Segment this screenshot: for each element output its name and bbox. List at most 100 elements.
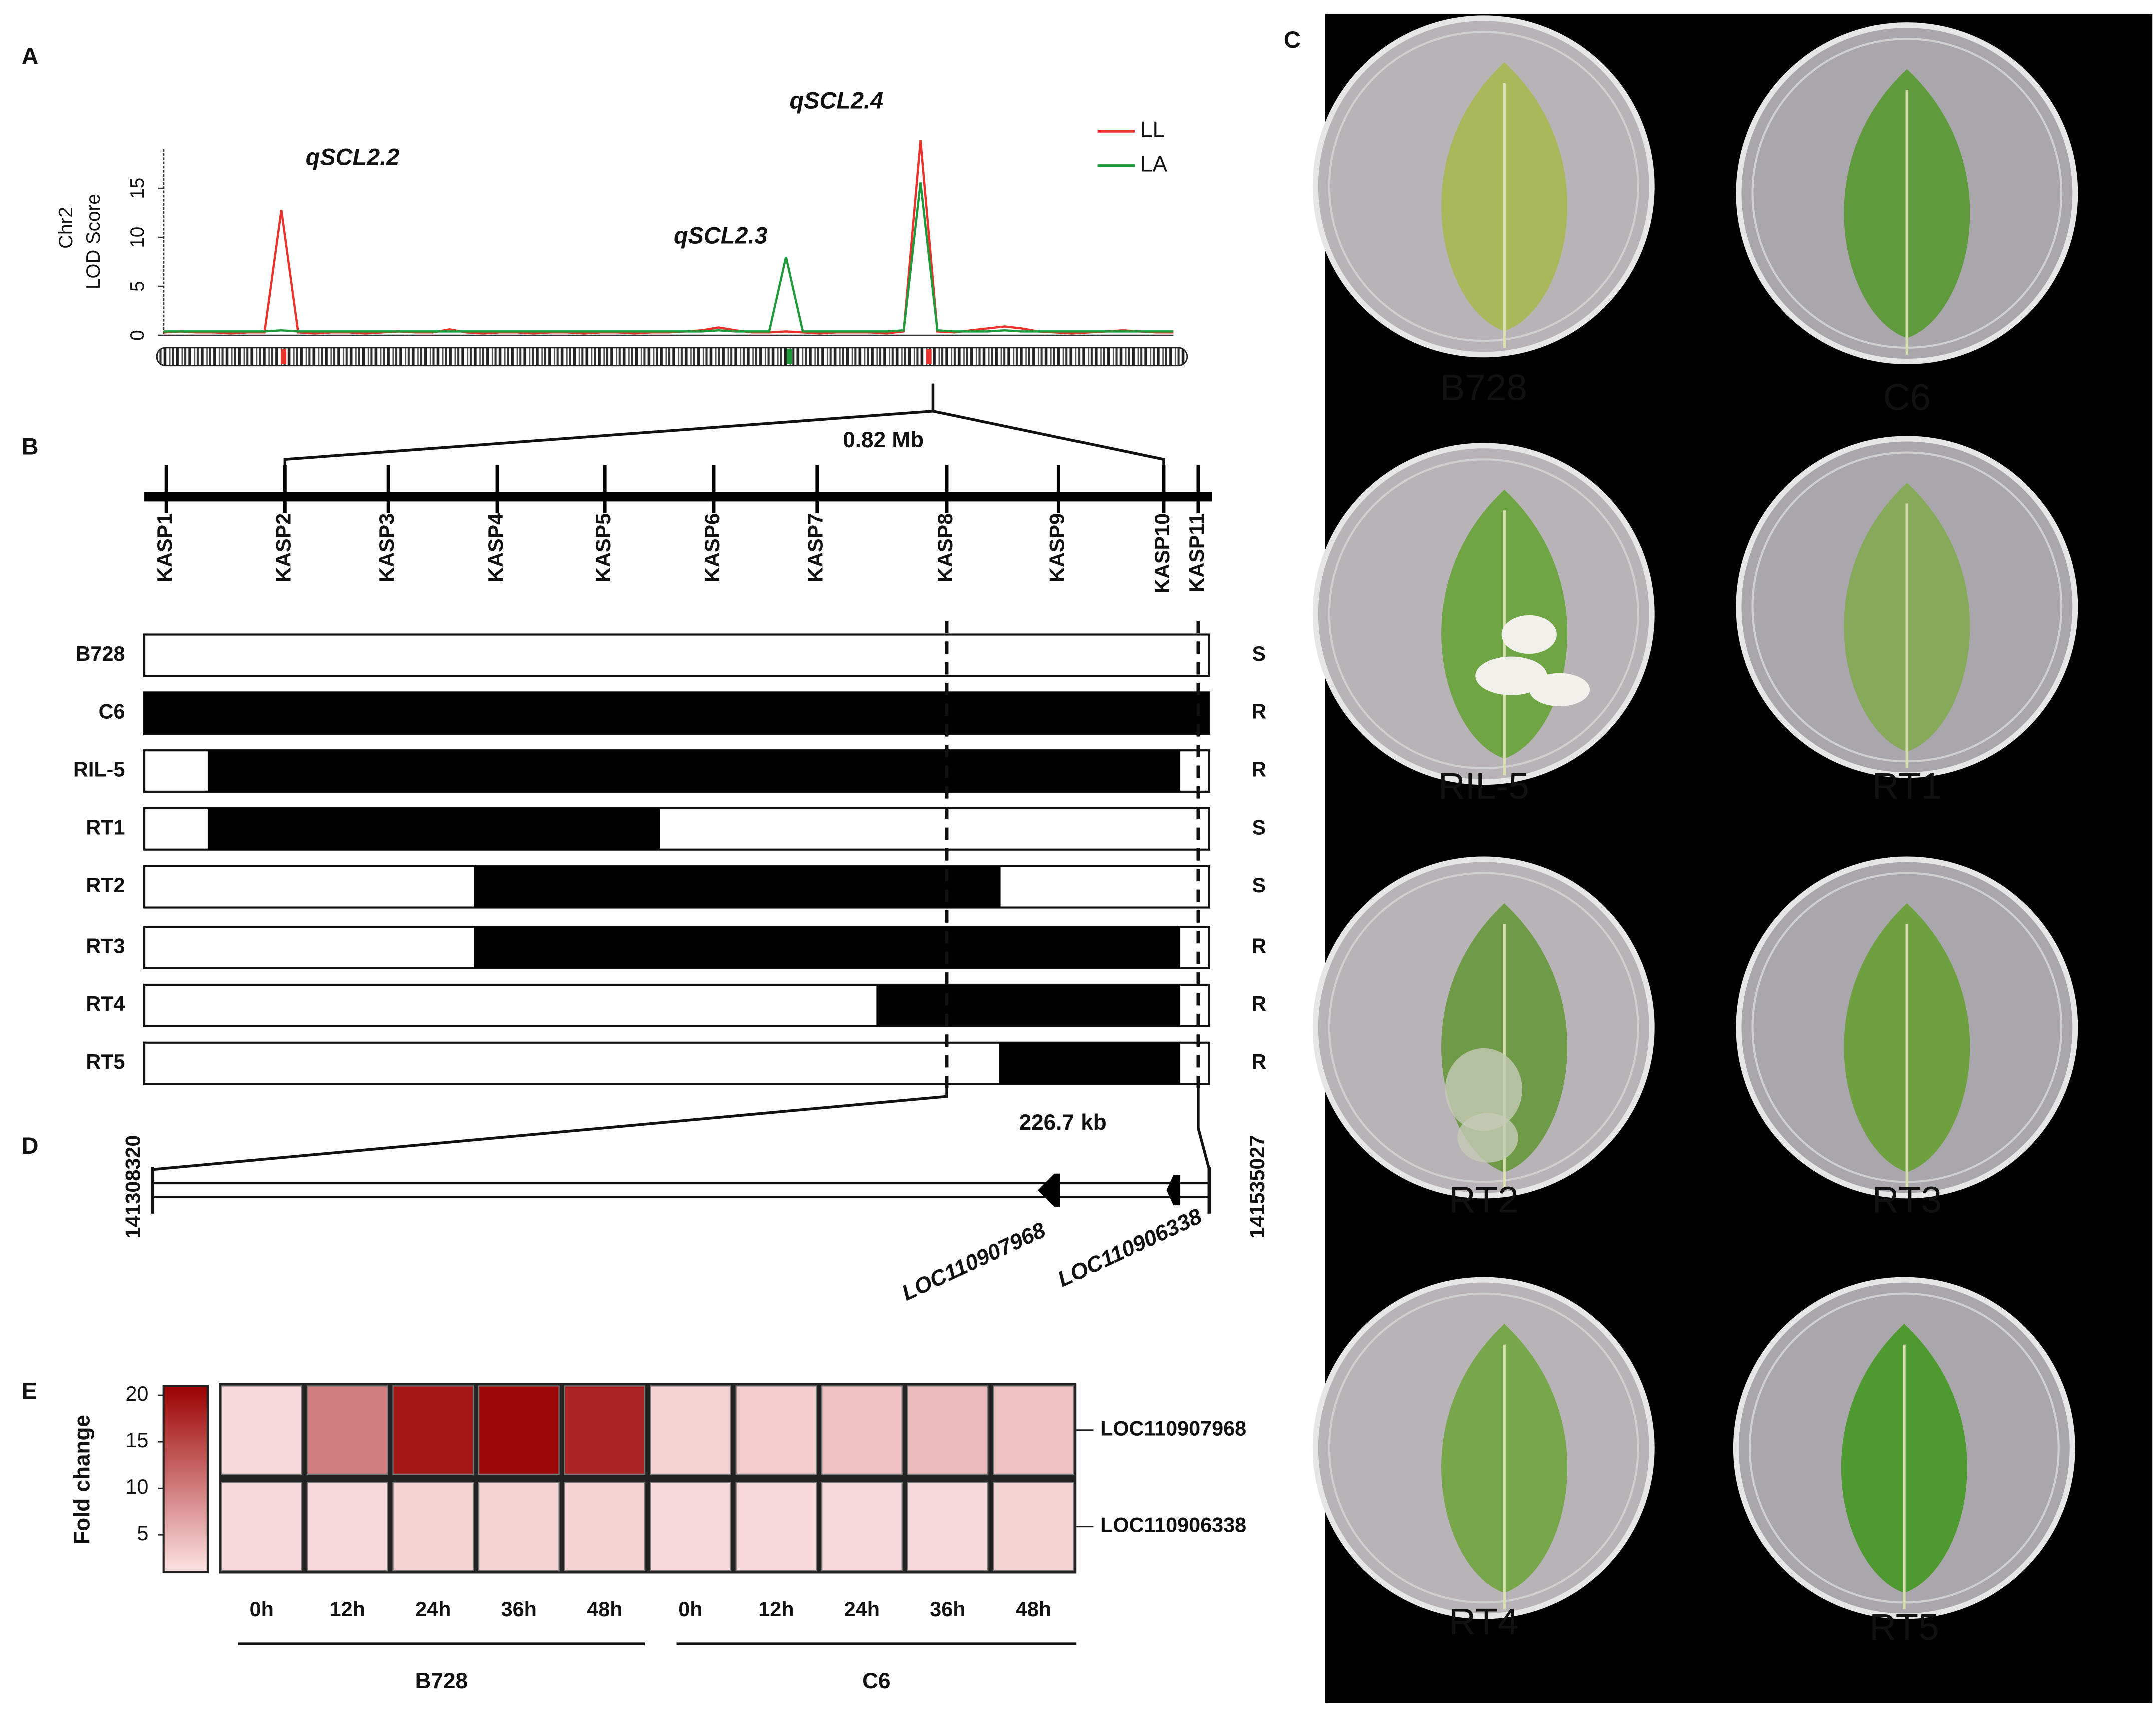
line-label: C6 [99,700,125,723]
colorbar-title: Fold change [70,1415,94,1545]
heatmap-cell [650,1385,731,1475]
group-label: C6 [862,1669,890,1693]
phenotype-label: R [1251,1050,1266,1073]
peak-label: qSCL2.4 [790,87,884,113]
marker-label: KASP7 [804,513,827,582]
petri-rim [1328,31,1639,342]
phenotype-label: R [1251,992,1266,1015]
lesion [1445,1048,1522,1131]
photo-label: B728 [1440,367,1527,408]
heatmap-cell [564,1482,646,1572]
genotype-block [474,927,1181,968]
panel-label: C [1284,27,1301,53]
heatmap-cell [221,1385,303,1475]
heatmap-cell [735,1385,817,1475]
locus-marker [926,349,932,365]
y-tick-label: 5 [127,281,148,291]
y-axis-label: LOD Score [83,194,104,289]
region-end-label: 141535027 [1246,1135,1269,1239]
petri-rim [1328,458,1639,770]
genotype-block [207,750,1181,792]
heatmap-cell [907,1482,989,1572]
marker-label: KASP6 [701,513,724,582]
line-label: RT2 [86,874,125,897]
genotype-block [144,692,1209,734]
photo-label: RT2 [1449,1179,1518,1220]
heatmap-cell [907,1385,989,1475]
row-label: LOC110907968 [1100,1417,1246,1440]
phenotype-label: R [1251,934,1266,957]
panel-label: D [22,1133,39,1159]
genotype-block [207,808,660,850]
chromosome [156,347,1188,367]
heatmap-cell [650,1482,731,1572]
photo-label: RT5 [1869,1606,1939,1648]
heatmap-cell [735,1482,817,1572]
petri-rim [1328,1292,1639,1604]
legend-label: LL [1140,118,1165,142]
phenotype-label: R [1251,700,1266,723]
marker-label: KASP9 [1045,513,1068,582]
heatmap-cell [821,1385,903,1475]
photo-label: C6 [1883,376,1931,418]
lesion [1457,1113,1518,1163]
region-zoom [1197,1082,1211,1170]
panel-label: B [22,434,39,460]
genotype-bar [143,633,1211,677]
line-label: RT4 [86,992,125,1015]
heatmap-cell [306,1482,388,1572]
heatmap-cell [478,1385,560,1475]
heatmap-cell [221,1482,303,1572]
y-tick-label: 15 [127,178,148,199]
marker-label: KASP8 [934,513,957,582]
marker-label: KASP5 [592,513,615,582]
column-label: 0h [250,1598,274,1621]
row-label: LOC110906338 [1100,1514,1246,1537]
heatmap-cell [392,1482,474,1572]
column-label: 24h [415,1598,451,1621]
genotype-block [876,984,1181,1026]
column-label: 36h [501,1598,537,1621]
line-label: B728 [76,642,125,665]
petri-rim [1328,872,1639,1183]
panel-label: A [22,43,39,69]
marker-label: KASP1 [153,513,176,582]
line-label: RT1 [86,816,125,839]
zoom-lines [283,410,1165,469]
photo-label: RIL-5 [1438,765,1529,807]
column-label: 12h [758,1598,794,1621]
lod-line [163,182,1174,333]
phenotype-label: R [1251,758,1266,781]
y-tick-label: 0 [127,330,148,340]
photo-label: RT3 [1872,1179,1942,1220]
marker-label: KASP3 [375,513,398,582]
column-label: 48h [1016,1598,1051,1621]
column-label: 48h [587,1598,622,1621]
phenotype-label: S [1252,642,1266,665]
colorbar-tick-label: 10 [125,1475,148,1498]
marker-label: KASP11 [1185,513,1208,593]
line-label: RIL-5 [73,758,125,781]
column-label: 12h [330,1598,365,1621]
marker-label: KASP4 [484,513,507,582]
heatmap-cell [993,1385,1074,1475]
photo-label: RT1 [1872,765,1942,807]
phenotype-label: S [1252,874,1266,897]
peak-label: qSCL2.3 [674,223,768,249]
gene-arrow [1038,1173,1060,1207]
y-tick-label: 10 [127,227,148,248]
y-axis-label: Chr2 [55,207,77,249]
heatmap-cell [564,1385,646,1475]
locus-marker [281,349,287,365]
peak-label: qSCL2.2 [306,144,400,170]
marker-label: KASP10 [1151,513,1174,594]
locus-marker [787,349,793,365]
column-label: 0h [678,1598,702,1621]
genotype-block [999,1042,1181,1084]
colorbar-tick-label: 5 [137,1522,148,1545]
legend-label: LA [1140,152,1168,177]
interval-size: 0.82 Mb [843,428,924,452]
region-start: 141308320 [122,1135,145,1239]
